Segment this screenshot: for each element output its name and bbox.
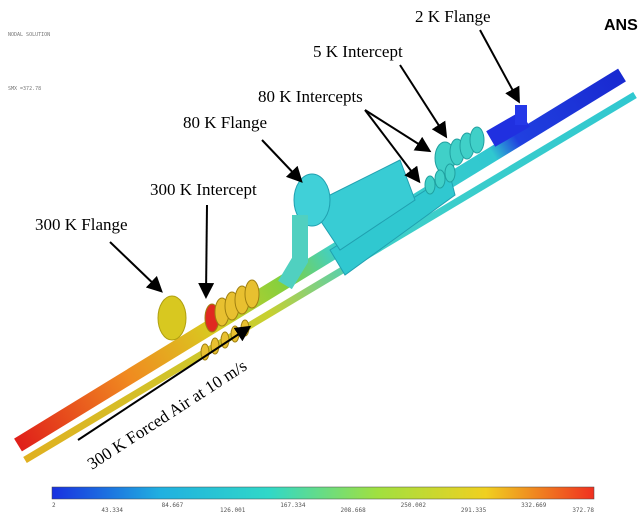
model <box>18 75 635 460</box>
legend-tick-label: 167.334 <box>280 502 306 509</box>
logo: ANS <box>604 17 638 34</box>
color-bar <box>52 487 594 499</box>
legend-tick-label: 126.001 <box>220 507 246 514</box>
legend-tick-label: 84.667 <box>162 502 184 509</box>
legend-tick-label: 208.668 <box>340 507 366 514</box>
label: 80 K Flange <box>183 113 267 132</box>
annotations: 2 K Flange 5 K Intercept 80 K Intercepts… <box>35 7 518 473</box>
header-title: NODAL SOLUTION <box>8 32 50 38</box>
page: {"header": {"title": "NODAL SOLUTION", "… <box>0 0 638 519</box>
label: 80 K Intercepts <box>258 87 363 106</box>
legend: 2 43.334 84.667 126.001 167.334 208.668 250.00… <box>52 487 594 514</box>
scene: NODAL SOLUTION SMX =372.78 ANS 2 K Flang… <box>0 0 638 519</box>
label: 300 K Flange <box>35 215 128 234</box>
label: 2 K Flange <box>415 7 491 26</box>
label: 5 K Intercept <box>313 42 403 61</box>
legend-tick-label: 332.669 <box>521 502 547 509</box>
legend-tick-label: 291.335 <box>461 507 487 514</box>
legend-tick-label: 43.334 <box>101 507 123 514</box>
legend-tick-label: 250.002 <box>401 502 427 509</box>
legend-tick-label: 372.78 <box>572 507 594 514</box>
legend-tick-label: 2 <box>52 502 56 509</box>
label: 300 K Intercept <box>150 180 257 199</box>
header-max: SMX =372.78 <box>8 86 41 92</box>
